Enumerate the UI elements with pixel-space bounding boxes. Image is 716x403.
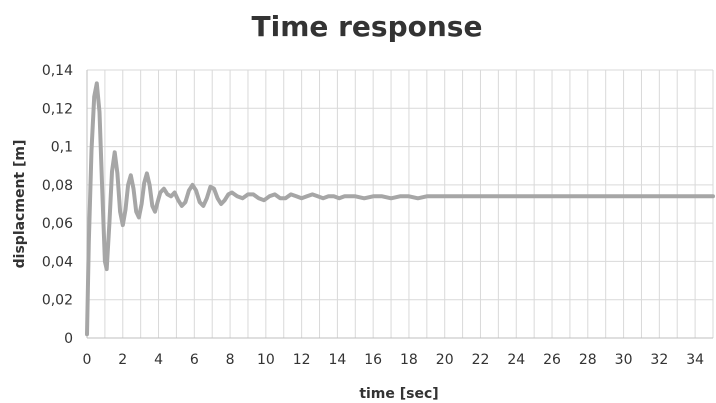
- tick-labels: 00,020,040,060,080,10,120,140 2 4 6 8 10 12 14 1…: [42, 63, 704, 368]
- x-tick-label: 32: [650, 352, 668, 368]
- y-tick-label: 0,12: [42, 101, 73, 117]
- series-layer: [85, 81, 715, 337]
- x-axis-label: time [sec]: [359, 386, 438, 402]
- x-tick-label: 20: [436, 352, 454, 368]
- y-tick-label: 0,14: [42, 63, 73, 79]
- y-axis-label: displacment [m]: [12, 140, 28, 269]
- chart-title: Time response: [252, 10, 483, 43]
- x-tick-label: 16: [364, 352, 382, 368]
- series-line: [85, 81, 715, 337]
- x-tick-label: 14: [328, 352, 346, 368]
- x-tick-label: 2: [118, 352, 127, 368]
- x-tick-label: 12: [293, 352, 311, 368]
- x-tick-label: 26: [543, 352, 561, 368]
- y-tick-label: 0,1: [51, 140, 73, 156]
- x-tick-label: 0: [83, 352, 92, 368]
- y-tick-label: 0,06: [42, 216, 73, 232]
- y-tick-label: 0,08: [42, 178, 73, 194]
- x-tick-label: 28: [579, 352, 597, 368]
- y-tick-label: 0,02: [42, 293, 73, 309]
- x-tick-label: 22: [472, 352, 490, 368]
- x-tick-label: 8: [226, 352, 235, 368]
- y-tick-label: 0: [64, 331, 73, 347]
- x-tick-label: 18: [400, 352, 418, 368]
- x-tick-label: 34: [686, 352, 704, 368]
- x-tick-label: 10: [257, 352, 275, 368]
- x-tick-label: 30: [615, 352, 633, 368]
- y-tick-label: 0,04: [42, 254, 73, 270]
- grid-lines: [87, 69, 714, 338]
- x-tick-label: 4: [154, 352, 163, 368]
- x-tick-label: 6: [190, 352, 199, 368]
- x-tick-label: 24: [507, 352, 525, 368]
